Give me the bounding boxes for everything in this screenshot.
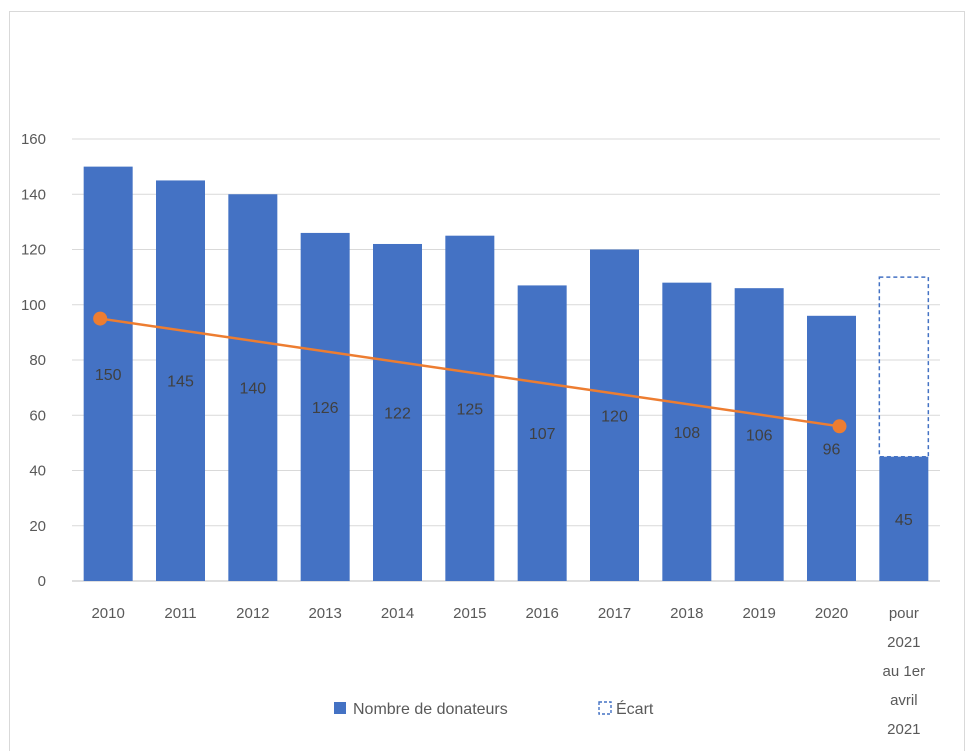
x-tick-label: 2013 (308, 605, 341, 622)
bar-2016 (517, 285, 567, 581)
bar-pour (879, 456, 929, 581)
x-axis-ticks: 2010 2011 2012 2013 2014 2015 2016 2017 2018 2019… (91, 605, 925, 738)
data-label: 107 (529, 426, 556, 443)
data-label: 106 (746, 428, 773, 445)
bar-2012 (228, 194, 278, 581)
x-tick-label: avril (890, 692, 918, 709)
x-tick-label: au 1er (883, 663, 926, 680)
y-tick-label: 60 (29, 407, 46, 424)
x-tick-label: 2010 (91, 605, 124, 622)
y-tick-label: 40 (29, 463, 46, 480)
y-tick-label: 140 (21, 186, 46, 203)
bars (83, 166, 930, 582)
y-tick-label: 80 (29, 352, 46, 369)
legend-label-nombre-de-donateurs: Nombre de donateurs (353, 701, 508, 718)
chart-frame (9, 11, 965, 751)
y-tick-label: 120 (21, 242, 46, 259)
x-tick-label: 2020 (815, 605, 848, 622)
x-tick-label: 2011 (164, 605, 196, 622)
y-axis-ticks: 0 20 40 60 80 100 120 140 160 (21, 131, 46, 590)
x-tick-label: 2018 (670, 605, 703, 622)
x-tick-label: 2016 (525, 605, 558, 622)
data-label: 45 (895, 512, 913, 529)
trend-line (99, 317, 840, 428)
bar-2015 (445, 235, 495, 581)
data-label: 122 (384, 405, 411, 422)
y-tick-label: 20 (29, 518, 46, 535)
bar-2019 (734, 288, 784, 581)
gridlines (72, 138, 940, 582)
bar-2014 (373, 243, 422, 581)
x-tick-label: 2021 (887, 634, 920, 651)
trend-start-marker (93, 311, 108, 326)
trend-end-marker (832, 419, 847, 434)
bar-2017 (590, 249, 639, 581)
bar-2020 (807, 315, 856, 581)
data-label: 125 (456, 401, 483, 418)
bar-2013 (300, 232, 350, 582)
data-label: 140 (239, 381, 266, 398)
y-tick-label: 100 (21, 297, 46, 314)
x-tick-label: 2019 (742, 605, 775, 622)
bar-2011 (156, 180, 205, 581)
data-label: 145 (167, 374, 194, 391)
legend-swatch-ecart (598, 701, 612, 715)
bar-2010 (83, 166, 133, 581)
bar-2018 (662, 282, 712, 581)
legend: Nombre de donateurs Écart (334, 699, 654, 718)
y-tick-label: 160 (21, 131, 46, 148)
data-label: 96 (823, 441, 841, 458)
x-tick-label: pour (889, 605, 919, 622)
trend-line-group (93, 311, 847, 434)
data-labels: 150 145 140 126 122 125 107 120 108 106 96 45 (95, 367, 913, 529)
x-tick-label: 2015 (453, 605, 486, 622)
x-tick-label: 2014 (381, 605, 414, 622)
y-tick-label: 0 (38, 573, 46, 590)
legend-label-ecart: Écart (616, 699, 654, 718)
data-label: 150 (95, 367, 122, 384)
data-label: 120 (601, 408, 628, 425)
data-label: 126 (312, 400, 339, 417)
x-tick-label: 2017 (598, 605, 631, 622)
legend-swatch-nombre-de-donateurs (334, 702, 346, 714)
x-tick-label: 2012 (236, 605, 269, 622)
ecart-bar (878, 276, 930, 458)
data-label: 108 (673, 425, 700, 442)
x-tick-label: 2021 (887, 721, 920, 738)
